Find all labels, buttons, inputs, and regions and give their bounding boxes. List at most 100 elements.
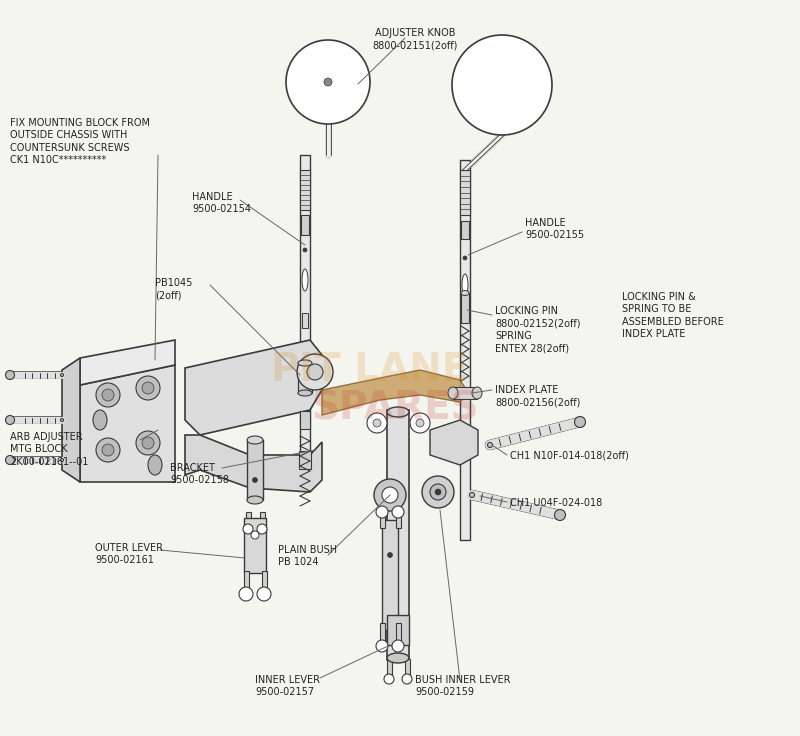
Polygon shape	[185, 340, 322, 435]
Bar	[244, 517, 266, 573]
Polygon shape	[185, 435, 322, 492]
Ellipse shape	[61, 459, 63, 461]
Circle shape	[96, 383, 120, 407]
Bar	[386, 659, 391, 677]
Ellipse shape	[387, 407, 409, 417]
Circle shape	[303, 248, 307, 252]
Circle shape	[376, 506, 388, 518]
Ellipse shape	[6, 456, 14, 464]
Ellipse shape	[574, 417, 586, 428]
Bar	[379, 623, 385, 645]
Text: PLAIN BUSH
PB 1024: PLAIN BUSH PB 1024	[278, 545, 337, 567]
Circle shape	[257, 587, 271, 601]
Circle shape	[452, 35, 552, 135]
Text: FIX MOUNTING BLOCK FROM
OUTSIDE CHASSIS WITH
COUNTERSUNK SCREWS
CK1 N10C********: FIX MOUNTING BLOCK FROM OUTSIDE CHASSIS …	[10, 118, 150, 165]
Bar	[302, 313, 308, 328]
Bar	[379, 512, 385, 528]
Circle shape	[392, 640, 404, 652]
Circle shape	[367, 413, 387, 433]
Bar	[387, 615, 409, 645]
Bar	[387, 410, 409, 660]
Circle shape	[374, 479, 406, 511]
Ellipse shape	[448, 387, 458, 399]
Bar	[395, 623, 401, 645]
Bar	[299, 451, 311, 469]
Ellipse shape	[387, 653, 409, 663]
Circle shape	[463, 256, 467, 260]
Text: ADJUSTER KNOB
8800-02151(2off): ADJUSTER KNOB 8800-02151(2off)	[372, 28, 458, 50]
Bar	[382, 520, 398, 630]
Text: INDEX PLATE
8800-02156(2off): INDEX PLATE 8800-02156(2off)	[495, 385, 580, 408]
Polygon shape	[322, 370, 468, 415]
Text: CH1 N10F-014-018(2off): CH1 N10F-014-018(2off)	[510, 450, 629, 460]
Polygon shape	[430, 420, 478, 465]
Circle shape	[142, 382, 154, 394]
Circle shape	[136, 376, 160, 400]
Text: BRACKET
9500-02158: BRACKET 9500-02158	[170, 463, 229, 486]
Text: CH1 U04F-024-018: CH1 U04F-024-018	[510, 498, 602, 508]
Text: SPARES: SPARES	[311, 389, 479, 427]
Circle shape	[253, 478, 258, 483]
Circle shape	[251, 531, 259, 539]
Bar	[405, 659, 410, 677]
Polygon shape	[80, 340, 175, 385]
Circle shape	[392, 506, 404, 518]
Circle shape	[373, 419, 381, 427]
Text: OUTER LEVER
9500-02161: OUTER LEVER 9500-02161	[95, 543, 163, 565]
Ellipse shape	[298, 390, 312, 396]
Circle shape	[102, 389, 114, 401]
Ellipse shape	[6, 416, 14, 425]
Ellipse shape	[247, 436, 263, 444]
Bar	[300, 411, 310, 429]
Ellipse shape	[6, 370, 14, 380]
Circle shape	[422, 476, 454, 508]
Bar	[300, 170, 310, 210]
Bar	[453, 387, 477, 399]
Ellipse shape	[61, 373, 63, 377]
Circle shape	[286, 40, 370, 124]
Text: INNER LEVER
9500-02157: INNER LEVER 9500-02157	[255, 675, 320, 698]
Bar	[460, 170, 470, 215]
Bar	[262, 571, 266, 593]
Circle shape	[324, 78, 332, 86]
Ellipse shape	[247, 496, 263, 504]
Circle shape	[102, 444, 114, 456]
Ellipse shape	[487, 442, 493, 447]
Ellipse shape	[302, 269, 308, 291]
Ellipse shape	[470, 492, 474, 498]
Bar	[298, 363, 312, 393]
Circle shape	[307, 364, 323, 380]
Circle shape	[142, 437, 154, 449]
Bar	[259, 512, 265, 528]
Text: LOCKING PIN
8800-02152(2off)
SPRING
ENTEX 28(2off): LOCKING PIN 8800-02152(2off) SPRING ENTE…	[495, 306, 581, 353]
Ellipse shape	[61, 419, 63, 422]
Ellipse shape	[461, 291, 469, 295]
Text: PIT LANE: PIT LANE	[271, 351, 469, 389]
Bar	[246, 512, 250, 528]
Text: LOCKING PIN &
SPRING TO BE
ASSEMBLED BEFORE
INDEX PLATE: LOCKING PIN & SPRING TO BE ASSEMBLED BEF…	[622, 292, 724, 339]
Circle shape	[416, 419, 424, 427]
Text: PB1045
(2off): PB1045 (2off)	[155, 278, 192, 300]
Circle shape	[297, 354, 333, 390]
Bar	[247, 440, 263, 500]
Ellipse shape	[298, 360, 312, 366]
Circle shape	[239, 587, 253, 601]
Text: HANDLE
9500-02155: HANDLE 9500-02155	[525, 218, 584, 241]
Bar	[395, 512, 401, 528]
Text: BUSH INNER LEVER
9500-02159: BUSH INNER LEVER 9500-02159	[415, 675, 510, 698]
Ellipse shape	[93, 410, 107, 430]
Circle shape	[136, 431, 160, 455]
Circle shape	[257, 524, 267, 534]
Ellipse shape	[554, 509, 566, 520]
Bar	[461, 221, 469, 239]
Circle shape	[382, 487, 398, 503]
Circle shape	[376, 640, 388, 652]
Circle shape	[435, 489, 441, 495]
Bar	[461, 293, 469, 323]
Ellipse shape	[472, 387, 482, 399]
Text: ARB ADJUSTER
MTG BLOCK
2K00-02161--01: ARB ADJUSTER MTG BLOCK 2K00-02161--01	[10, 432, 88, 467]
Bar	[460, 160, 470, 540]
Circle shape	[430, 484, 446, 500]
Bar	[301, 215, 309, 235]
Text: HANDLE
9500-02154: HANDLE 9500-02154	[192, 192, 251, 214]
